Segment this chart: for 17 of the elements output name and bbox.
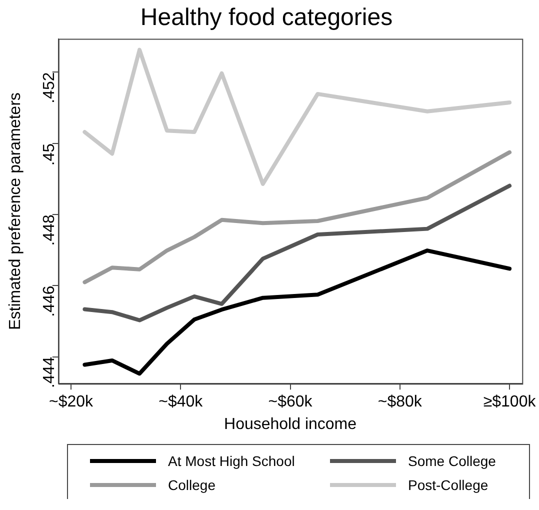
x-tick-label: ~$80k [378, 394, 423, 411]
legend-label: Post-College [408, 477, 488, 493]
y-axis-title: Estimated preference parameters [7, 92, 24, 330]
y-tick-label: .446 [40, 286, 58, 317]
legend-label: Some College [408, 453, 496, 469]
legend-label: College [168, 477, 216, 493]
y-tick-label: .448 [40, 214, 58, 246]
x-tick-label: ~$20k [48, 394, 94, 411]
x-tick-label: ≥$100k [483, 394, 537, 411]
y-tick-label: .444 [40, 356, 58, 388]
x-tick-label: ~$40k [158, 394, 204, 411]
chart-title: Healthy food categories [140, 4, 393, 32]
y-tick-label: .45 [40, 143, 58, 166]
legend-label: At Most High School [168, 453, 295, 469]
x-tick-label: ~$60k [268, 394, 314, 411]
x-axis-title: Household income [224, 416, 357, 433]
y-tick-label: .452 [40, 72, 58, 104]
